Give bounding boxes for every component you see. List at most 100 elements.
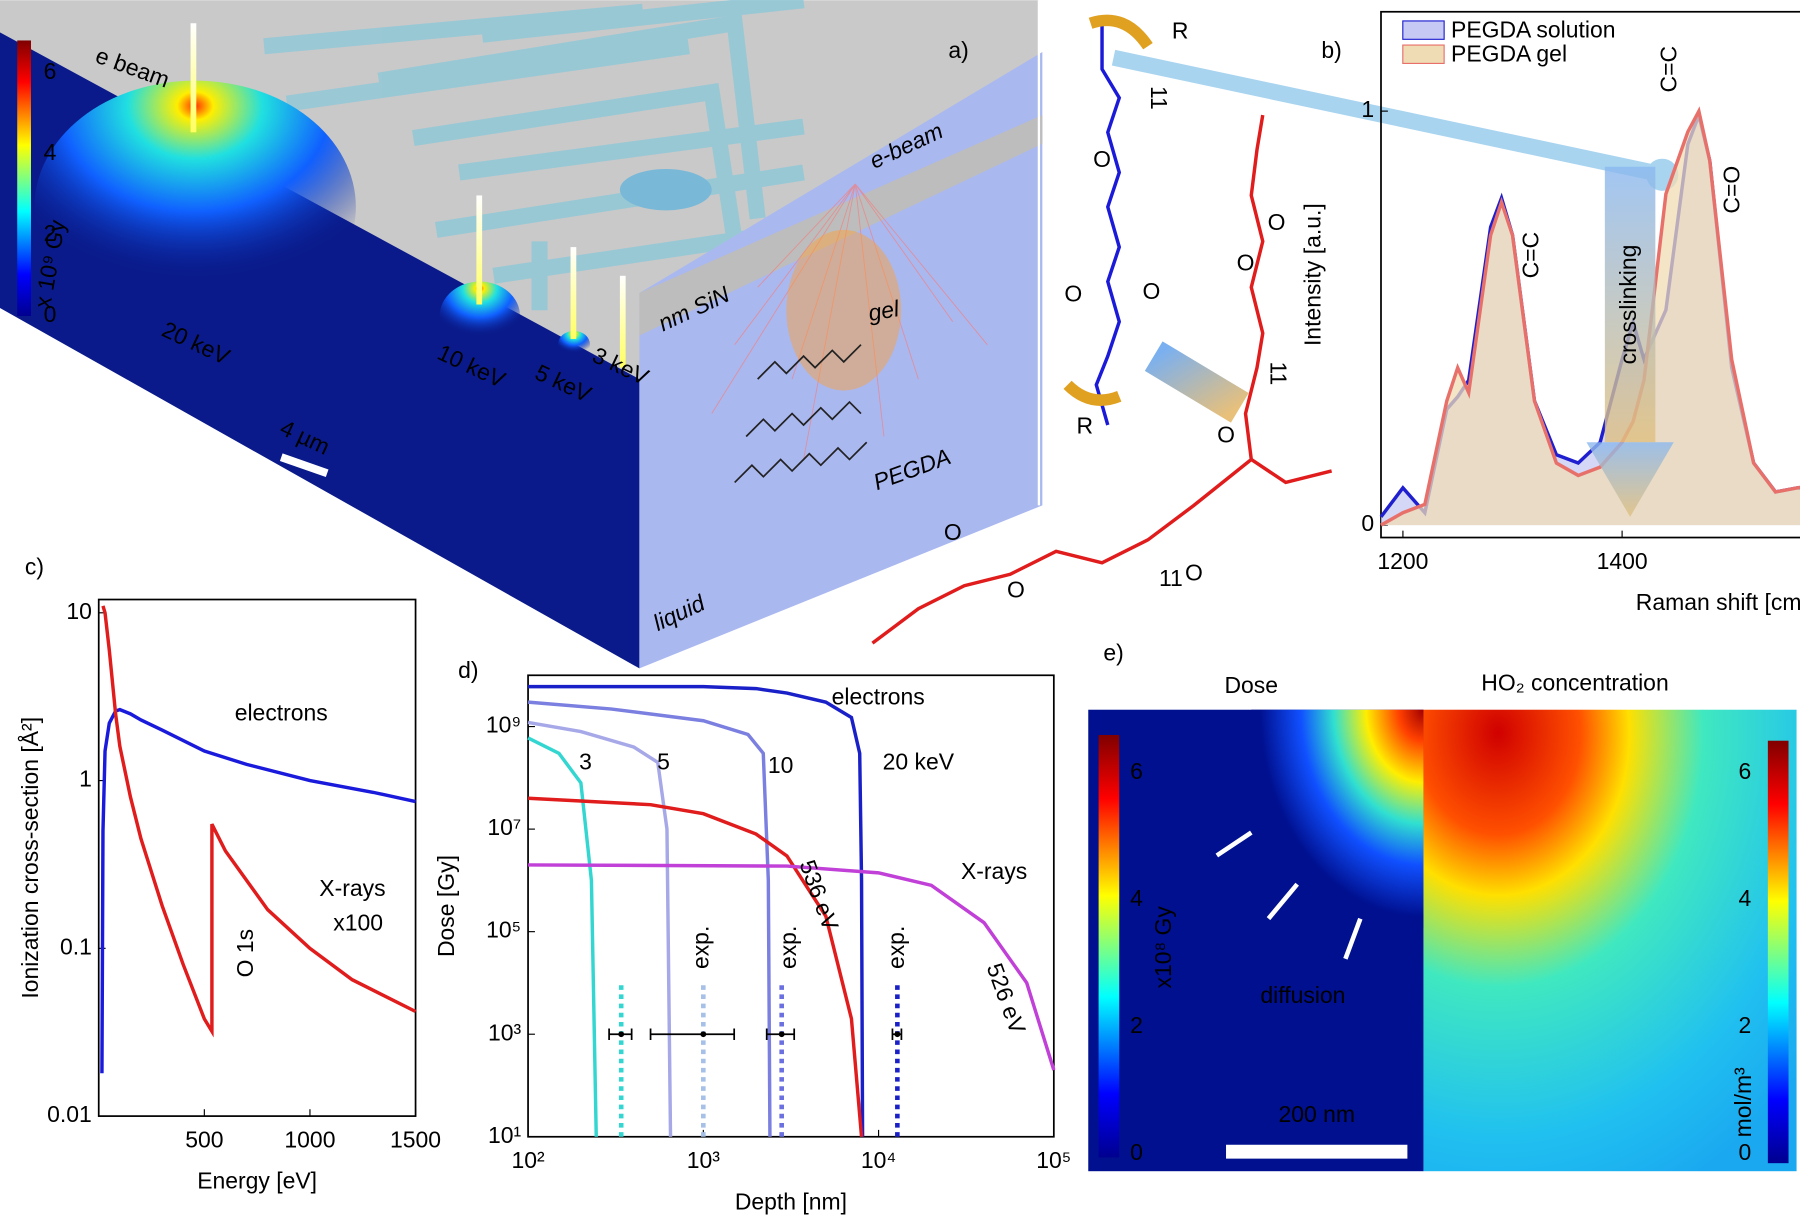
- exp-point: [894, 1031, 901, 1038]
- y-tick-label: 10⁵: [486, 917, 521, 943]
- panel-a: [0, 0, 1043, 669]
- colorbar-tick-label: 4: [44, 139, 57, 165]
- y-tick-label: 10³: [488, 1019, 522, 1045]
- series-label: X-rays: [319, 875, 385, 901]
- line: [528, 863, 1056, 1071]
- annotation: diffusion: [1260, 982, 1345, 1008]
- line: [100, 707, 416, 1074]
- panel-label: a): [948, 37, 968, 63]
- chem-label: O: [1217, 422, 1235, 448]
- chem-label: R: [1172, 17, 1189, 43]
- x-tick-label: 10²: [511, 1147, 545, 1173]
- y-tick-label: 10: [66, 598, 92, 624]
- line: [527, 720, 673, 1137]
- chem-label: O: [1268, 209, 1286, 235]
- chem-label: 11: [1146, 86, 1172, 110]
- x-tick-label: 1400: [1597, 548, 1648, 574]
- x-axis-label: Raman shift [cm⁻¹]: [1636, 589, 1800, 615]
- chem-label: O: [1185, 559, 1203, 585]
- annotation: O 1s: [232, 929, 258, 977]
- x-tick-label: 10⁴: [861, 1147, 896, 1173]
- line: [101, 605, 417, 1038]
- scale-label: 200 nm: [1278, 1101, 1355, 1127]
- line: [527, 700, 772, 1137]
- chart: 10² 10³ 10⁴ 10⁵ 10¹ 10³ 10⁵ 10⁷ 10⁹: [486, 674, 1071, 1173]
- chem-label: 11: [1159, 565, 1183, 591]
- chem-label: O: [1237, 249, 1255, 275]
- y-tick-label: 0.01: [47, 1101, 92, 1127]
- colorbar: [17, 40, 31, 316]
- inset-label: gel: [866, 295, 902, 326]
- annotation: crosslinking: [1615, 245, 1641, 365]
- ho2-map: [1423, 709, 1797, 1172]
- colorbar-tick-label: 0: [1130, 1139, 1143, 1165]
- legend-label: PEGDA solution: [1451, 16, 1615, 42]
- map-title: HO₂ concentration: [1481, 670, 1668, 696]
- chemistry: [871, 14, 1679, 645]
- x-tick-label: 1200: [1377, 548, 1428, 574]
- colorbar-tick-label: 6: [1130, 758, 1143, 784]
- panel-label: d): [458, 657, 478, 683]
- peak-link: [1111, 49, 1655, 181]
- exp-point: [618, 1031, 625, 1038]
- annotation: x100: [333, 909, 383, 935]
- chem-label: R: [1077, 412, 1094, 438]
- line: [528, 684, 865, 1137]
- beam: [570, 247, 577, 339]
- x-tick-label: 10³: [687, 1147, 721, 1173]
- panel-label: b): [1321, 37, 1341, 63]
- chem-label: O: [1064, 280, 1082, 306]
- series-label: 5: [657, 749, 670, 775]
- plot-frame: [527, 674, 1055, 1138]
- beam: [190, 23, 197, 133]
- chem-label: O: [944, 519, 962, 545]
- chart: 120014001600180001: [1361, 10, 1800, 574]
- sin-membrane: [639, 115, 1043, 336]
- series-label: 20 keV: [883, 749, 955, 775]
- plot-frame: [1380, 10, 1800, 539]
- line: [1380, 106, 1800, 527]
- line: [527, 736, 598, 1137]
- colorbar-unit: mol/m³: [1730, 1067, 1756, 1137]
- error-bar: [649, 1028, 736, 1040]
- y-tick-label: 0: [1361, 510, 1374, 536]
- x-tick-label: 10⁵: [1036, 1147, 1071, 1173]
- colorbar-tick-label: 6: [1739, 758, 1752, 784]
- y-axis-label: Ionization cross-section [Å²]: [17, 717, 43, 999]
- annotation: exp.: [775, 926, 801, 969]
- electrode-pattern: [263, 0, 805, 311]
- disc: [619, 169, 712, 211]
- chart: 500 1000 1500 0.01 0.1 1 10: [47, 598, 441, 1153]
- y-tick-label: 1: [79, 766, 92, 792]
- dose-plume: [557, 330, 591, 359]
- colorbar-tick-label: 0: [44, 301, 57, 327]
- dose-plume: [439, 281, 521, 351]
- colorbar-tick-label: 2: [1739, 1012, 1752, 1038]
- colorbar-tick-label: 6: [44, 58, 57, 84]
- map-title: Dose: [1224, 672, 1278, 698]
- x-tick-label: 1000: [284, 1126, 335, 1152]
- gel-chain: [871, 114, 1333, 645]
- colorbar-tick-label: 2: [44, 220, 57, 246]
- legend-swatch: [1402, 20, 1445, 40]
- diffusion-arrows: [1215, 830, 1363, 960]
- y-tick-label: 10¹: [488, 1122, 522, 1148]
- crosslink-arrow: [1604, 166, 1656, 443]
- scale-bar: [279, 453, 329, 478]
- colorbar: [1767, 740, 1789, 1164]
- panel-label: e): [1103, 640, 1123, 666]
- dose-map: [1251, 709, 1424, 928]
- exp-point: [778, 1031, 785, 1038]
- monomer: [1094, 23, 1122, 426]
- y-tick-label: 10⁹: [486, 712, 521, 738]
- legend-label: PEGDA gel: [1451, 40, 1567, 66]
- beam: [476, 195, 483, 305]
- colorbar: [1098, 734, 1120, 1158]
- annotation: exp.: [688, 926, 714, 969]
- reaction-arrow: [1144, 341, 1249, 423]
- line: [527, 796, 864, 1137]
- y-tick-label: 0.1: [60, 933, 92, 959]
- colorbar-tick-label: 4: [1739, 885, 1752, 911]
- beam: [619, 275, 626, 368]
